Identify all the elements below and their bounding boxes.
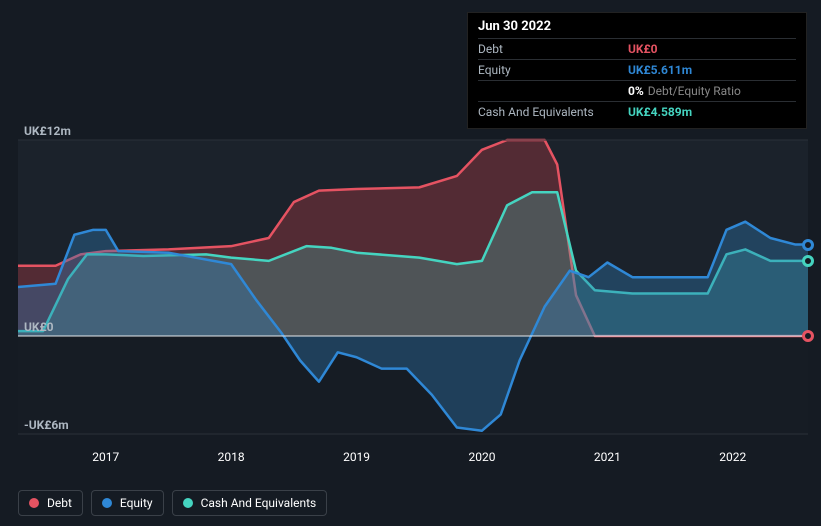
tooltip-row: 0%Debt/Equity Ratio bbox=[478, 80, 796, 101]
legend-label: Equity bbox=[120, 496, 153, 510]
x-axis-label: 2018 bbox=[218, 450, 245, 464]
tooltip-row-label bbox=[478, 84, 628, 98]
legend-swatch bbox=[102, 498, 112, 508]
tooltip-row-label: Cash And Equivalents bbox=[478, 105, 628, 119]
tooltip-row-value: UK£5.611m bbox=[628, 63, 692, 77]
legend-item-cash[interactable]: Cash And Equivalents bbox=[172, 490, 328, 516]
legend-label: Debt bbox=[47, 496, 72, 510]
tooltip-row-value: UK£0 bbox=[628, 42, 658, 56]
x-axis-label: 2019 bbox=[343, 450, 370, 464]
tooltip-rows: DebtUK£0EquityUK£5.611m0%Debt/Equity Rat… bbox=[478, 38, 796, 122]
x-axis-label: 2017 bbox=[92, 450, 119, 464]
tooltip-row-label: Debt bbox=[478, 42, 628, 56]
tooltip-row-value: 0%Debt/Equity Ratio bbox=[628, 84, 741, 98]
finance-chart: UK£12mUK£0-UK£6m 20172018201920202021202… bbox=[18, 122, 808, 444]
tooltip-row: EquityUK£5.611m bbox=[478, 59, 796, 80]
x-axis-label: 2020 bbox=[468, 450, 495, 464]
chart-svg bbox=[18, 122, 808, 444]
legend-swatch bbox=[183, 498, 193, 508]
legend-swatch bbox=[29, 498, 39, 508]
y-axis-label: -UK£6m bbox=[24, 418, 69, 434]
series-end-marker bbox=[802, 255, 814, 267]
tooltip-title: Jun 30 2022 bbox=[478, 19, 796, 38]
tooltip-row: DebtUK£0 bbox=[478, 38, 796, 59]
legend-item-debt[interactable]: Debt bbox=[18, 490, 83, 516]
tooltip-row-label: Equity bbox=[478, 63, 628, 77]
chart-tooltip: Jun 30 2022 DebtUK£0EquityUK£5.611m0%Deb… bbox=[467, 12, 807, 129]
tooltip-row-value: UK£4.589m bbox=[628, 105, 692, 119]
legend: Debt Equity Cash And Equivalents bbox=[18, 490, 327, 516]
legend-label: Cash And Equivalents bbox=[201, 496, 317, 510]
series-end-marker bbox=[802, 330, 814, 342]
x-axis-label: 2022 bbox=[719, 450, 746, 464]
series-end-marker bbox=[802, 239, 814, 251]
y-axis-label: UK£12m bbox=[24, 124, 71, 140]
tooltip-row: Cash And EquivalentsUK£4.589m bbox=[478, 101, 796, 122]
y-axis-label: UK£0 bbox=[24, 320, 54, 336]
tooltip-row-note: Debt/Equity Ratio bbox=[648, 84, 741, 98]
x-axis-label: 2021 bbox=[594, 450, 621, 464]
legend-item-equity[interactable]: Equity bbox=[91, 490, 164, 516]
